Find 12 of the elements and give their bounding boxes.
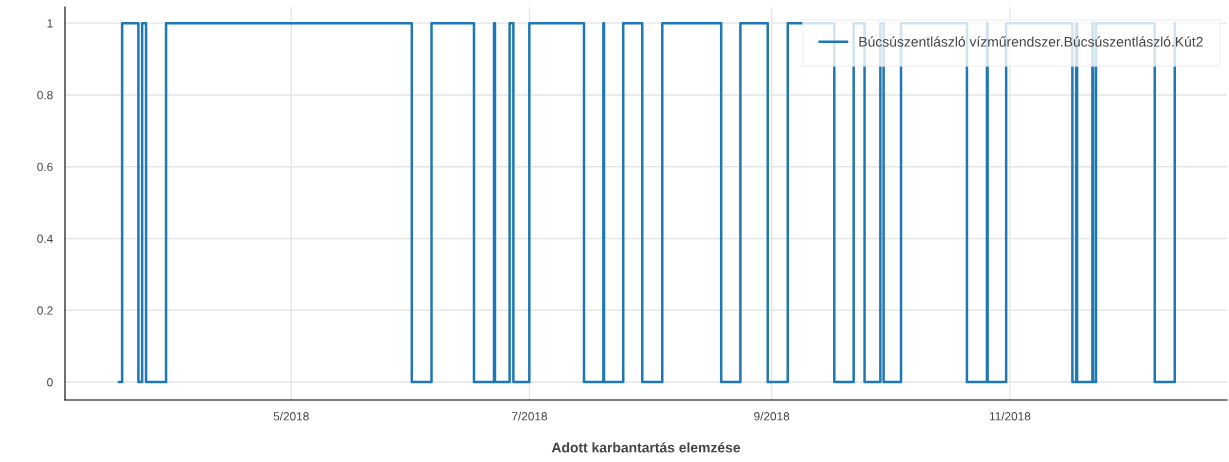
y-tick-label: 0.4 [37,234,53,243]
y-tick-label: 1 [47,19,53,28]
x-tick-label: 9/2018 [754,411,790,421]
legend-label: Búcsúszentlászló vízműrendszer.Búcsúszentlászló.Kút2 [859,36,1203,47]
x-tick-label: 5/2018 [273,411,309,421]
x-tick-label: 7/2018 [512,411,548,421]
y-tick-label: 0 [47,378,53,387]
x-axis-title: Adott karbantartás elemzése [551,442,741,453]
x-tick-label: 11/2018 [989,411,1031,421]
y-tick-label: 0.8 [37,90,53,100]
y-tick-label: 0.6 [37,162,53,172]
y-tick-label: 0.2 [37,306,53,315]
